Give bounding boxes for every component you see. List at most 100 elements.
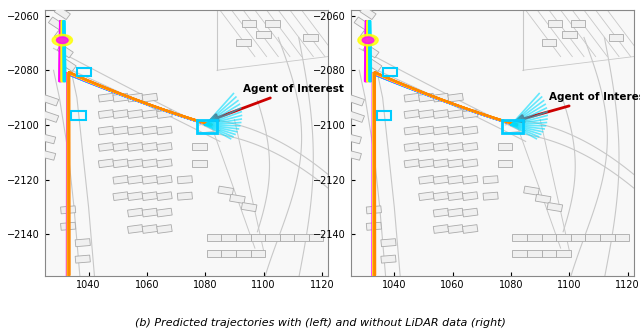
Polygon shape [419, 159, 434, 168]
Polygon shape [556, 234, 571, 241]
Polygon shape [448, 192, 463, 201]
Polygon shape [348, 111, 364, 122]
Polygon shape [524, 186, 540, 195]
Polygon shape [363, 44, 379, 58]
Polygon shape [346, 150, 362, 160]
Polygon shape [236, 234, 250, 241]
Polygon shape [157, 192, 172, 201]
Polygon shape [40, 134, 56, 144]
Polygon shape [142, 208, 157, 217]
Polygon shape [157, 142, 172, 151]
Bar [71, 111, 86, 120]
Polygon shape [448, 208, 463, 217]
Polygon shape [241, 203, 257, 212]
Polygon shape [463, 110, 478, 118]
Polygon shape [609, 34, 623, 41]
Polygon shape [250, 234, 265, 241]
Polygon shape [127, 142, 143, 151]
Polygon shape [614, 234, 629, 241]
Polygon shape [600, 234, 614, 241]
Polygon shape [75, 255, 90, 263]
Polygon shape [113, 126, 129, 135]
Polygon shape [127, 175, 143, 184]
Text: (b) Predicted trajectories with (left) and without LiDAR data (right): (b) Predicted trajectories with (left) a… [134, 318, 506, 328]
Polygon shape [498, 143, 513, 150]
Polygon shape [556, 250, 571, 257]
Polygon shape [113, 192, 129, 201]
Polygon shape [113, 142, 129, 151]
Polygon shape [127, 93, 143, 102]
Polygon shape [142, 93, 157, 102]
Polygon shape [157, 159, 172, 168]
Polygon shape [192, 160, 207, 167]
Polygon shape [142, 110, 157, 118]
Polygon shape [419, 110, 434, 118]
Polygon shape [42, 95, 59, 106]
Polygon shape [571, 20, 586, 27]
Polygon shape [127, 110, 143, 118]
Polygon shape [366, 222, 381, 230]
Polygon shape [99, 159, 114, 168]
Polygon shape [127, 126, 143, 135]
Polygon shape [360, 31, 376, 44]
Polygon shape [221, 234, 236, 241]
Polygon shape [207, 234, 221, 241]
Polygon shape [142, 142, 157, 151]
Polygon shape [366, 58, 382, 72]
Polygon shape [157, 225, 172, 233]
Polygon shape [236, 40, 250, 46]
Polygon shape [541, 40, 556, 46]
Polygon shape [586, 234, 600, 241]
Polygon shape [360, 6, 376, 19]
Polygon shape [433, 93, 449, 102]
Polygon shape [463, 159, 478, 168]
Polygon shape [54, 6, 70, 19]
Polygon shape [419, 192, 434, 201]
Polygon shape [433, 225, 449, 233]
Polygon shape [366, 206, 381, 214]
Polygon shape [433, 126, 449, 135]
Text: Agent of Interest: Agent of Interest [516, 92, 640, 122]
Polygon shape [99, 142, 114, 151]
Polygon shape [354, 17, 371, 31]
Polygon shape [419, 93, 434, 102]
Polygon shape [127, 208, 143, 217]
Polygon shape [448, 93, 463, 102]
Polygon shape [433, 142, 449, 151]
Polygon shape [483, 192, 498, 200]
Bar [502, 120, 523, 133]
Polygon shape [192, 143, 207, 150]
Polygon shape [541, 234, 556, 241]
Polygon shape [346, 134, 362, 144]
Polygon shape [265, 20, 280, 27]
Polygon shape [75, 239, 90, 247]
Polygon shape [419, 126, 434, 135]
Polygon shape [113, 175, 129, 184]
Polygon shape [142, 192, 157, 201]
Polygon shape [513, 234, 527, 241]
Polygon shape [40, 150, 56, 160]
Polygon shape [99, 93, 114, 102]
Polygon shape [309, 234, 323, 241]
Polygon shape [448, 159, 463, 168]
Polygon shape [177, 176, 193, 184]
Polygon shape [303, 34, 317, 41]
Polygon shape [61, 222, 76, 230]
Polygon shape [433, 208, 449, 217]
Polygon shape [242, 20, 257, 27]
Polygon shape [547, 203, 563, 212]
Polygon shape [463, 225, 478, 233]
Polygon shape [42, 111, 59, 122]
Polygon shape [54, 31, 70, 44]
Polygon shape [60, 58, 76, 72]
Polygon shape [99, 126, 114, 135]
Polygon shape [448, 225, 463, 233]
Polygon shape [404, 126, 420, 135]
Polygon shape [463, 192, 478, 201]
Polygon shape [127, 159, 143, 168]
Polygon shape [113, 110, 129, 118]
Polygon shape [541, 250, 556, 257]
Polygon shape [463, 142, 478, 151]
Polygon shape [142, 225, 157, 233]
Polygon shape [230, 194, 245, 204]
